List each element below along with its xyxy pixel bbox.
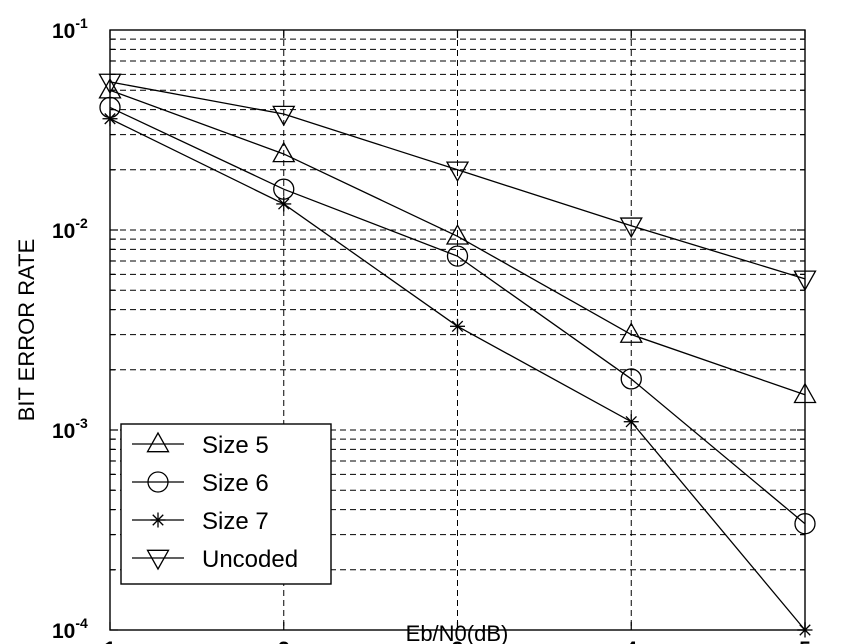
legend: Size 5 Size 6 Size 7 Uncoded [121, 424, 331, 584]
y-tick-label: 10-4 [52, 615, 88, 643]
x-tick-label: 4 [625, 638, 637, 644]
x-tick-label: 1 [104, 638, 116, 644]
y-tick-label: 10-3 [52, 415, 88, 443]
y-tick-label: 10-1 [52, 15, 88, 43]
legend-label: Size 5 [202, 432, 269, 459]
marker-star [798, 623, 813, 638]
marker-star [276, 196, 291, 211]
legend-label: Uncoded [202, 546, 298, 573]
legend-label: Size 7 [202, 508, 269, 535]
x-tick-label: 2 [278, 638, 290, 644]
legend-label: Size 6 [202, 470, 269, 497]
marker-star [624, 414, 639, 429]
y-tick-label: 10-2 [52, 215, 88, 243]
x-tick-label: 5 [799, 638, 811, 644]
x-axis-label: Eb/N0(dB) [406, 621, 509, 644]
marker-star [450, 319, 465, 334]
y-axis-label: BIT ERROR RATE [14, 239, 39, 422]
marker-star [151, 513, 166, 528]
marker-star [103, 111, 118, 126]
